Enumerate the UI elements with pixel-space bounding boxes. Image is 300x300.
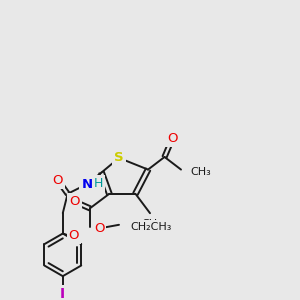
Text: O: O: [167, 132, 178, 145]
Text: O: O: [69, 195, 80, 208]
Text: CH₃: CH₃: [191, 167, 212, 176]
Text: O: O: [94, 222, 104, 235]
Text: O: O: [53, 174, 63, 187]
Text: O: O: [69, 229, 79, 242]
Text: CH₂CH₃: CH₂CH₃: [130, 222, 172, 232]
Text: N: N: [82, 178, 93, 190]
Text: H: H: [94, 177, 103, 190]
Text: S: S: [114, 152, 124, 164]
Text: CH₃: CH₃: [142, 219, 162, 229]
Text: I: I: [60, 286, 65, 300]
